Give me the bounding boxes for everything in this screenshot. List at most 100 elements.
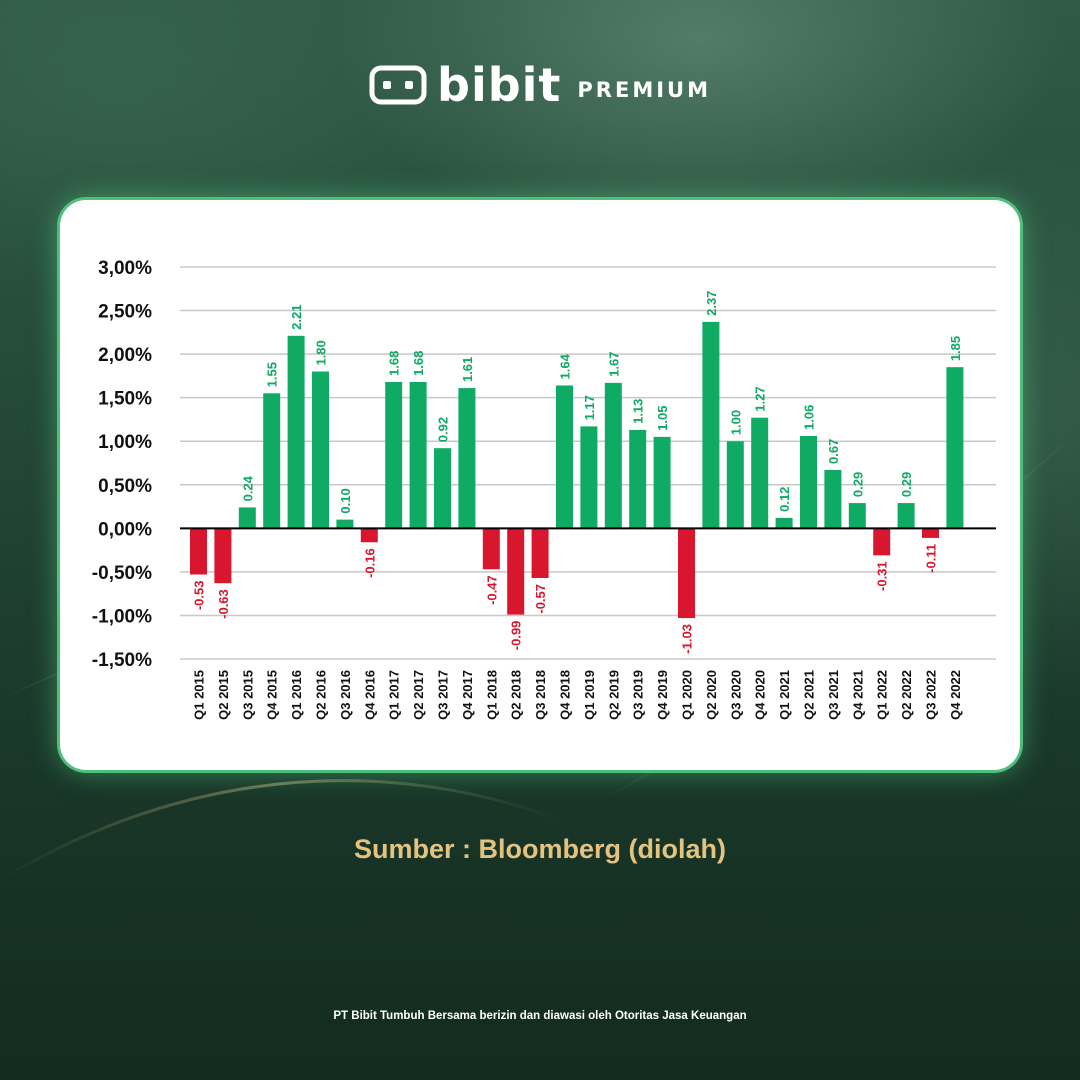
x-tick-label: Q3 2018: [533, 670, 548, 720]
bar: [507, 528, 525, 615]
data-label: 1.68: [411, 351, 426, 376]
x-tick-label: Q3 2020: [728, 670, 743, 720]
bar: [678, 528, 695, 619]
bar: [190, 528, 207, 575]
data-label: 0.29: [899, 472, 914, 497]
x-tick-label: Q4 2019: [655, 670, 670, 720]
data-label: 2.37: [704, 291, 719, 316]
chart-card: 3,00% 2,50% 2,00% 1,50% 1,00% 0,50% 0,00% -0,50…: [60, 200, 1020, 770]
data-label: 1.17: [582, 395, 597, 420]
x-tick-label: Q4 2018: [558, 670, 573, 720]
bar: [409, 381, 427, 529]
data-label: -0.31: [875, 561, 890, 591]
x-tick-label: Q3 2017: [436, 670, 451, 720]
x-tick-label: Q4 2015: [265, 670, 280, 720]
bar: [824, 469, 842, 529]
y-tick-label: -1,00%: [92, 606, 152, 627]
bar: [336, 519, 354, 529]
data-label: 0.12: [777, 487, 792, 512]
bar: [238, 507, 256, 529]
bar: [458, 388, 476, 529]
y-tick-label: -0,50%: [92, 563, 152, 584]
bar-chart: 3,00% 2,50% 2,00% 1,50% 1,00% 0,50% 0,00% -0,50…: [92, 258, 996, 720]
data-label: 1.64: [558, 353, 573, 379]
x-tick-label: Q4 2020: [753, 670, 768, 720]
data-label: 1.13: [631, 399, 646, 424]
bar: [287, 335, 305, 529]
bar: [214, 528, 232, 584]
x-tick-label: Q4 2016: [362, 670, 377, 720]
data-label: 0.10: [338, 488, 353, 513]
data-label: 0.67: [826, 439, 841, 464]
y-tick-label: 1,00%: [98, 432, 152, 453]
bar: [653, 436, 671, 529]
y-tick-label: 3,00%: [98, 258, 152, 279]
data-label: 0.29: [850, 472, 865, 497]
y-tick-label: 0,50%: [98, 476, 152, 497]
bar: [800, 435, 817, 529]
data-label: -0.11: [924, 544, 939, 573]
x-tick-label: Q1 2017: [387, 670, 402, 720]
x-tick-label: Q2 2015: [216, 670, 231, 720]
x-tick-label: Q3 2015: [240, 670, 255, 720]
bar: [922, 528, 939, 538]
x-tick-label: Q1 2019: [582, 670, 597, 720]
y-tick-label: 2,00%: [98, 345, 152, 366]
data-label: -0.16: [362, 548, 377, 578]
bar: [360, 528, 378, 543]
bar: [531, 528, 549, 578]
y-tick-label: 0,00%: [98, 519, 152, 540]
x-tick-label: Q1 2022: [875, 670, 890, 720]
x-tick-label: Q3 2016: [338, 670, 353, 720]
data-label: 1.27: [753, 386, 768, 411]
x-tick-label: Q1 2020: [680, 670, 695, 720]
data-label: 1.68: [387, 351, 402, 376]
bar: [604, 382, 622, 529]
data-label: 1.00: [728, 410, 743, 435]
x-tick-label: Q2 2020: [704, 670, 719, 720]
x-tick-label: Q3 2022: [924, 670, 939, 720]
x-tick-label: Q2 2016: [314, 670, 329, 720]
data-label: -1.03: [680, 624, 695, 654]
x-tick-label: Q2 2021: [802, 670, 817, 720]
x-tick-label: Q3 2021: [826, 670, 841, 720]
data-label: 2.21: [289, 305, 304, 330]
data-label: -0.53: [192, 581, 207, 611]
source-caption: Sumber : Bloomberg (diolah): [353, 834, 726, 864]
bar: [702, 321, 720, 529]
data-label: 1.67: [606, 352, 621, 377]
brand-tier: PREMIUM: [577, 78, 711, 102]
bar: [312, 371, 329, 529]
bar: [482, 528, 500, 570]
bar: [580, 426, 598, 529]
data-label: 0.92: [436, 417, 451, 442]
data-label: -0.47: [484, 575, 499, 605]
x-tick-label: Q2 2022: [899, 670, 914, 720]
bar: [873, 528, 891, 556]
bar: [263, 393, 281, 529]
data-label: -0.99: [509, 621, 524, 651]
data-label: 1.61: [460, 357, 475, 382]
bar: [434, 448, 451, 529]
y-tick-label: -1,50%: [92, 650, 152, 671]
data-label: 1.55: [265, 362, 280, 387]
bar: [556, 385, 573, 529]
bar: [385, 381, 403, 529]
data-label: 1.85: [948, 336, 963, 361]
x-tick-label: Q4 2017: [460, 670, 475, 720]
bar: [775, 517, 793, 529]
x-tick-label: Q3 2019: [631, 670, 646, 720]
bar: [897, 503, 915, 529]
data-label: 0.24: [240, 475, 255, 501]
bar: [751, 417, 769, 529]
bar: [629, 429, 647, 529]
data-label: -0.63: [216, 589, 231, 619]
bibit-logo-icon: [369, 65, 427, 105]
x-tick-label: Q1 2021: [777, 670, 792, 720]
regulatory-footer: PT Bibit Tumbuh Bersama berizin dan diaw…: [333, 1010, 747, 1022]
x-tick-label: Q1 2015: [192, 670, 207, 720]
x-tick-label: Q2 2019: [606, 670, 621, 720]
data-label: 1.05: [655, 406, 670, 431]
data-label: 1.06: [802, 405, 817, 430]
brand-header: bibit PREMIUM: [0, 62, 1080, 108]
